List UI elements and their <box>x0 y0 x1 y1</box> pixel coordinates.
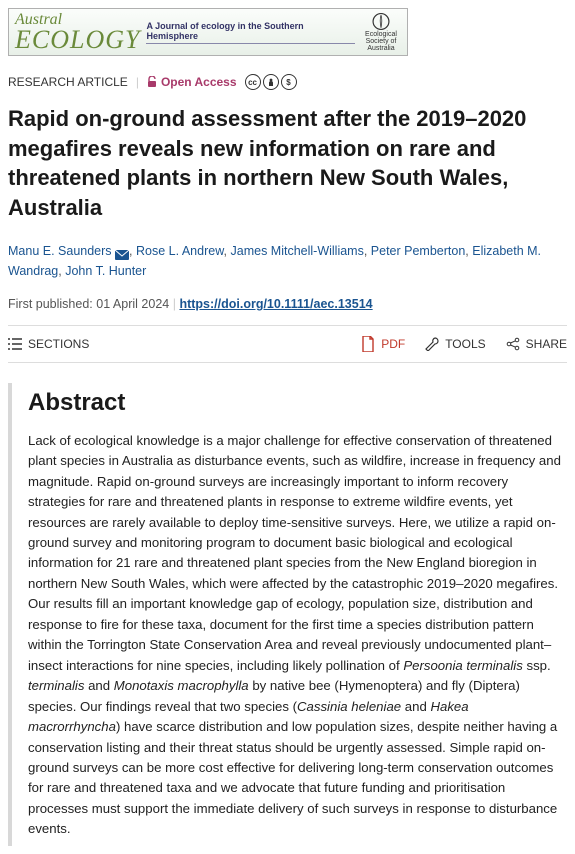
article-title: Rapid on-ground assessment after the 201… <box>8 104 567 223</box>
article-type: RESEARCH ARTICLE <box>8 75 128 89</box>
article-toolbar: SECTIONS PDF TOOLS SHARE <box>8 325 567 363</box>
first-published-date: 01 April 2024 <box>96 297 169 311</box>
abstract-heading: Abstract <box>28 389 563 417</box>
share-label: SHARE <box>526 337 567 351</box>
society-name: Ecological Society of Australia <box>361 31 401 52</box>
pdf-button[interactable]: PDF <box>361 336 405 352</box>
sections-label: SECTIONS <box>28 337 89 351</box>
authors-list: Manu E. Saunders , Rose L. Andrew, James… <box>8 241 567 281</box>
tools-label: TOOLS <box>445 337 485 351</box>
tools-button[interactable]: TOOLS <box>425 336 485 352</box>
cc-icon: cc <box>245 74 261 90</box>
by-icon <box>263 74 279 90</box>
share-icon <box>506 337 520 351</box>
list-icon <box>8 338 22 350</box>
sections-button[interactable]: SECTIONS <box>8 337 89 351</box>
pdf-icon <box>361 336 375 352</box>
journal-banner: Austral ECOLOGY A Journal of ecology in … <box>8 8 408 56</box>
open-access-badge: Open Access <box>147 75 237 89</box>
journal-logo: Austral ECOLOGY <box>15 13 140 51</box>
author-link[interactable]: John T. Hunter <box>65 264 146 278</box>
society-icon <box>371 12 391 31</box>
nc-icon: $ <box>281 74 297 90</box>
separator: | <box>136 75 139 89</box>
wrench-icon <box>425 337 439 351</box>
author-link[interactable]: Rose L. Andrew <box>136 244 224 258</box>
abstract-section: Abstract Lack of ecological knowledge is… <box>8 383 567 846</box>
author-link[interactable]: James Mitchell-Williams <box>231 244 364 258</box>
author-link[interactable]: Peter Pemberton <box>371 244 466 258</box>
article-meta-row: RESEARCH ARTICLE | Open Access cc $ <box>8 74 567 90</box>
first-published-label: First published: <box>8 297 93 311</box>
doi-link[interactable]: https://doi.org/10.1111/aec.13514 <box>179 297 372 311</box>
author-link[interactable]: Manu E. Saunders <box>8 244 112 258</box>
abstract-text: Lack of ecological knowledge is a major … <box>28 431 563 840</box>
society-logo: Ecological Society of Australia <box>361 12 401 52</box>
unlock-icon <box>147 76 157 88</box>
corresponding-author-icon[interactable] <box>115 246 129 256</box>
publication-row: First published: 01 April 2024 | https:/… <box>8 297 567 311</box>
share-button[interactable]: SHARE <box>506 336 567 352</box>
journal-name-bottom: ECOLOGY <box>15 28 140 51</box>
journal-tagline: A Journal of ecology in the Southern Hem… <box>146 21 355 44</box>
open-access-label: Open Access <box>161 75 237 89</box>
license-icons: cc $ <box>245 74 297 90</box>
pdf-label: PDF <box>381 337 405 351</box>
